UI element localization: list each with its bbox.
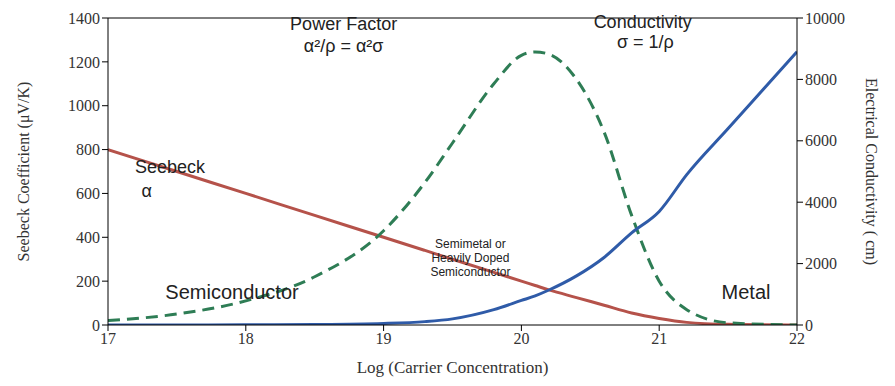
svg-text:19: 19 (376, 330, 392, 347)
svg-text:6000: 6000 (805, 132, 837, 149)
svg-text:800: 800 (76, 141, 100, 158)
svg-text:Conductivity: Conductivity (594, 12, 692, 32)
svg-text:Semimetal orHeavily DopedSemic: Semimetal orHeavily DopedSemiconductor (430, 238, 510, 280)
svg-text:Electrical Conductivity ( cm): Electrical Conductivity ( cm) (862, 78, 880, 265)
svg-text:σ = 1/ρ: σ = 1/ρ (617, 32, 674, 52)
svg-text:21: 21 (651, 330, 667, 347)
svg-text:Metal: Metal (722, 281, 771, 303)
svg-text:1200: 1200 (68, 54, 100, 71)
svg-text:10000: 10000 (805, 10, 845, 27)
svg-text:1000: 1000 (68, 97, 100, 114)
svg-text:4000: 4000 (805, 194, 837, 211)
svg-text:600: 600 (76, 185, 100, 202)
svg-text:200: 200 (76, 273, 100, 290)
svg-text:Seebeck Coefficient (μV/K): Seebeck Coefficient (μV/K) (15, 82, 33, 262)
svg-text:17: 17 (100, 330, 116, 347)
svg-text:α: α (141, 181, 151, 201)
svg-text:8000: 8000 (805, 71, 837, 88)
svg-text:α²/ρ = α²σ: α²/ρ = α²σ (304, 35, 384, 55)
svg-text:22: 22 (789, 330, 805, 347)
svg-text:Log (Carrier Concentration): Log (Carrier Concentration) (357, 358, 549, 377)
svg-text:2000: 2000 (805, 255, 837, 272)
svg-text:18: 18 (238, 330, 254, 347)
svg-text:400: 400 (76, 229, 100, 246)
svg-text:0: 0 (805, 317, 813, 334)
svg-text:0: 0 (92, 317, 100, 334)
svg-text:20: 20 (513, 330, 529, 347)
svg-text:1400: 1400 (68, 10, 100, 27)
svg-text:Power Factor: Power Factor (290, 13, 397, 33)
svg-text:Semiconductor: Semiconductor (165, 281, 299, 303)
svg-text:Seebeck: Seebeck (135, 156, 206, 176)
